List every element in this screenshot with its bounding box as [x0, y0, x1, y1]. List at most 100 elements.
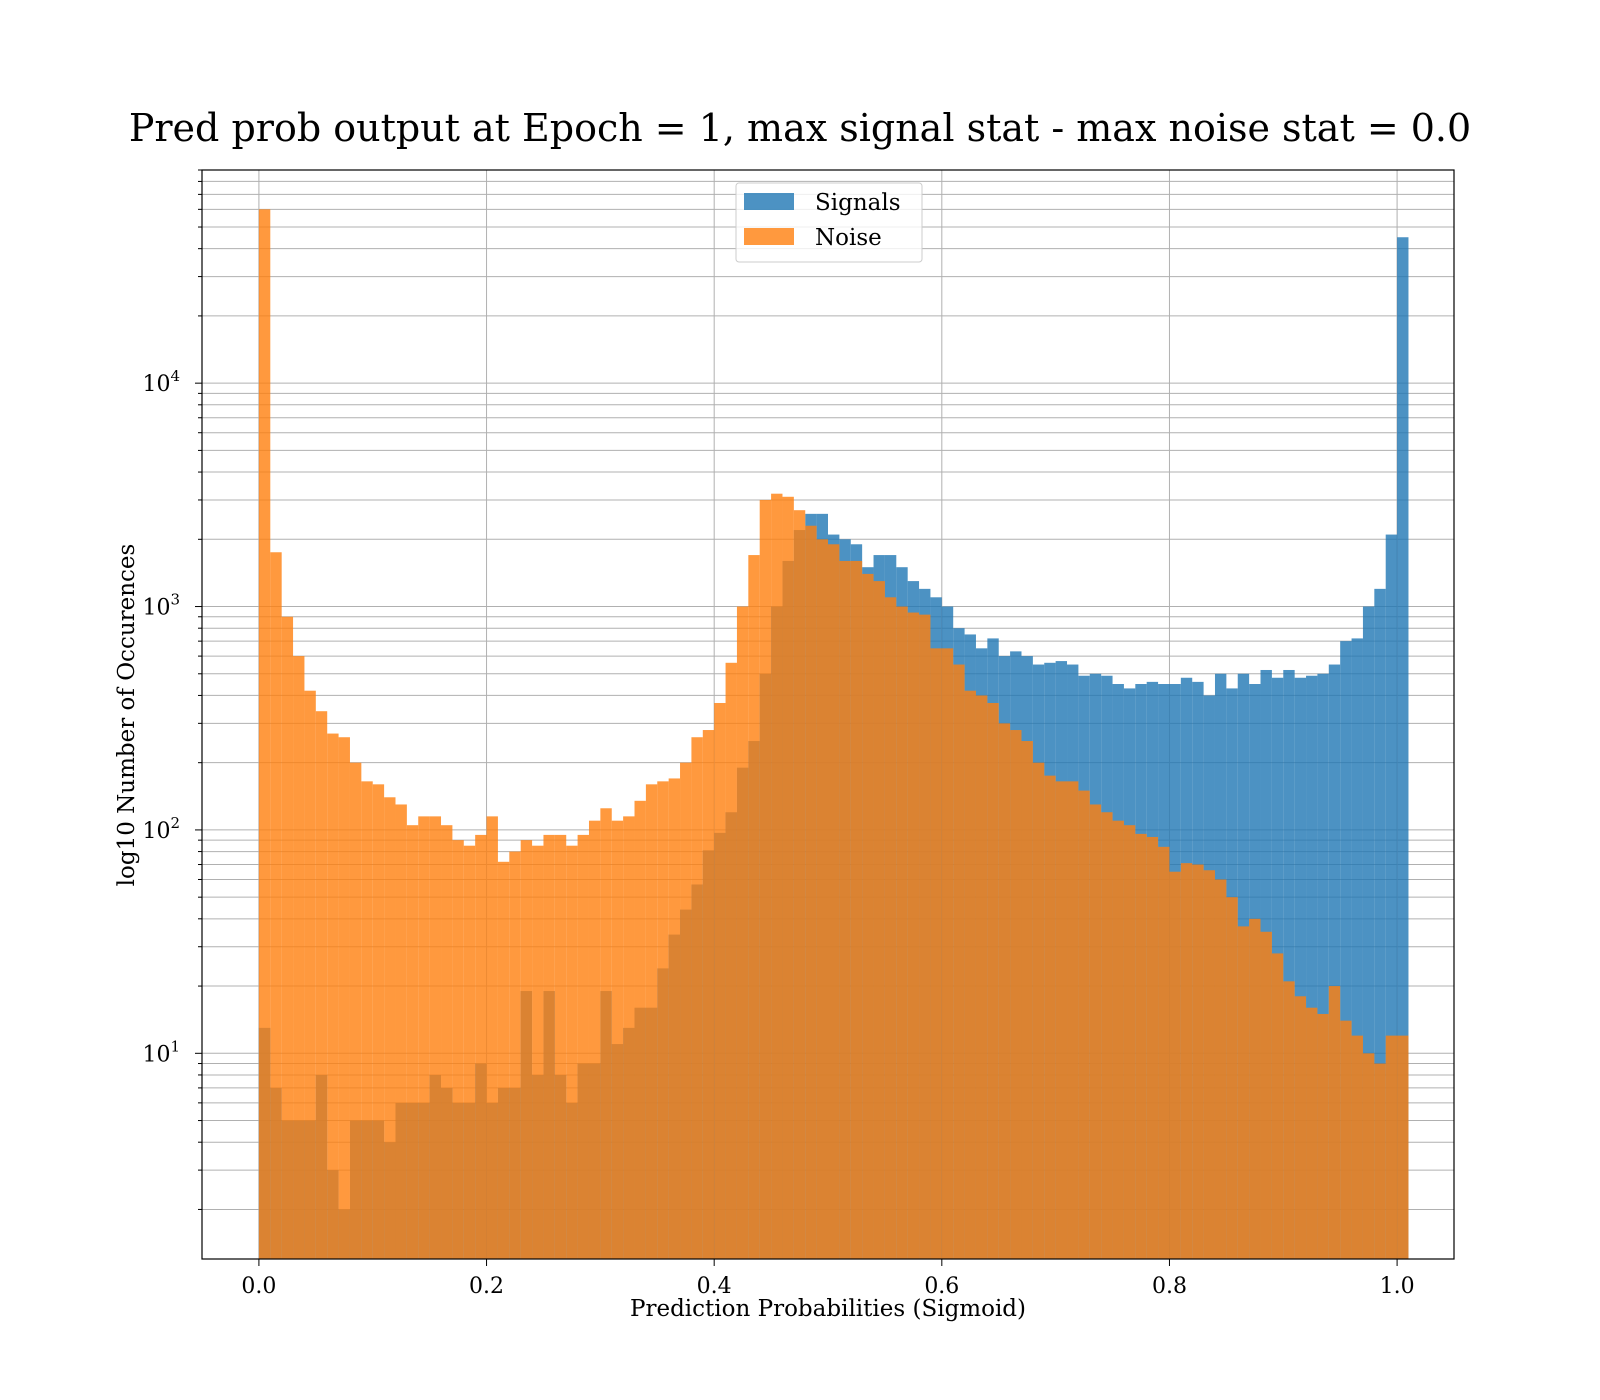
- noise-bar: [1317, 1013, 1329, 1259]
- noise-bar: [406, 825, 419, 1259]
- noise-bar: [759, 499, 772, 1259]
- y-tick-base: 10: [142, 596, 170, 621]
- noise-bar: [532, 845, 544, 1259]
- noise-bar: [1283, 981, 1295, 1259]
- noise-bar: [281, 616, 294, 1259]
- chart-title: Pred prob output at Epoch = 1, max signa…: [129, 106, 1471, 150]
- noise-bar: [543, 834, 555, 1259]
- noise-bar: [736, 606, 749, 1259]
- noise-bar: [1192, 864, 1204, 1259]
- y-axis-label: log10 Number of Occurences: [114, 544, 140, 887]
- noise-bar: [384, 797, 396, 1259]
- noise-bar: [1226, 897, 1238, 1259]
- noise-bar: [1180, 863, 1193, 1259]
- noise-bar: [1089, 804, 1102, 1259]
- signals-bar: [1374, 588, 1386, 1259]
- legend-swatch-noise: [744, 228, 794, 245]
- noise-bar: [1123, 825, 1136, 1259]
- noise-bar: [771, 493, 783, 1259]
- noise-bar: [1340, 1020, 1352, 1259]
- noise-bar: [702, 730, 715, 1259]
- signals-bar: [1306, 675, 1318, 1259]
- signals-bar: [1328, 664, 1341, 1259]
- noise-bar: [1249, 918, 1261, 1259]
- y-tick-exponent: 4: [170, 367, 180, 385]
- noise-bar: [520, 840, 533, 1259]
- noise-bar: [1203, 870, 1215, 1259]
- noise-bar: [554, 834, 567, 1259]
- x-tick-label: 0.2: [469, 1274, 504, 1299]
- y-tick-exponent: 2: [170, 814, 180, 832]
- noise-bar: [953, 664, 965, 1259]
- noise-bar: [907, 612, 920, 1259]
- noise-bar: [691, 737, 703, 1259]
- noise-bar: [964, 690, 976, 1259]
- signals-bar: [1317, 673, 1329, 1259]
- noise-bar: [839, 560, 851, 1259]
- noise-bar: [1055, 781, 1068, 1259]
- noise-bar: [1067, 781, 1079, 1259]
- noise-bar: [1078, 790, 1090, 1259]
- noise-bar: [1351, 1035, 1363, 1259]
- noise-bar: [793, 510, 806, 1259]
- noise-bar: [327, 733, 339, 1259]
- signals-bar: [1362, 606, 1375, 1259]
- noise-bar: [896, 606, 908, 1259]
- x-tick-label: 0.6: [924, 1274, 959, 1299]
- noise-bar: [657, 781, 669, 1259]
- noise-bar: [1260, 931, 1272, 1259]
- noise-bar: [1158, 846, 1170, 1259]
- noise-bar: [349, 762, 362, 1259]
- noise-bar: [805, 525, 817, 1259]
- noise-bar: [1146, 836, 1159, 1259]
- noise-bar: [611, 820, 624, 1259]
- noise-bar: [566, 845, 578, 1259]
- noise-bar: [1135, 833, 1147, 1259]
- signals-bar: [1283, 669, 1295, 1259]
- noise-bar: [714, 702, 726, 1259]
- noise-bar: [930, 648, 942, 1259]
- noise-bar: [680, 762, 692, 1259]
- signals-bar: [1340, 641, 1352, 1259]
- y-tick-exponent: 1: [170, 1037, 180, 1055]
- noise-bar: [429, 816, 442, 1259]
- bars: [258, 209, 1409, 1260]
- noise-bar: [588, 820, 601, 1259]
- noise-bar: [850, 560, 863, 1259]
- signals-bar: [1294, 677, 1307, 1259]
- x-tick-label: 1.0: [1380, 1274, 1415, 1299]
- noise-bar: [270, 552, 282, 1259]
- noise-bar: [497, 861, 510, 1259]
- legend-label-noise: Noise: [815, 225, 882, 251]
- noise-bar: [919, 614, 931, 1259]
- noise-bar: [372, 784, 385, 1259]
- y-tick-label: 104: [142, 367, 180, 397]
- noise-bar: [1271, 953, 1284, 1259]
- signals-bar: [1385, 534, 1398, 1259]
- x-tick-label: 0.0: [241, 1274, 276, 1299]
- noise-bar: [475, 834, 487, 1259]
- noise-bar: [725, 662, 737, 1259]
- noise-bar: [1328, 986, 1341, 1259]
- noise-bar: [1306, 1007, 1318, 1259]
- noise-bar: [941, 648, 954, 1259]
- noise-bar: [1374, 1063, 1386, 1259]
- noise-bar: [361, 781, 373, 1259]
- noise-bar: [1214, 879, 1227, 1259]
- series-noise: [258, 209, 1409, 1260]
- noise-bar: [293, 656, 305, 1259]
- noise-bar: [1385, 1035, 1398, 1259]
- noise-bar: [258, 209, 271, 1260]
- noise-bar: [304, 690, 316, 1259]
- noise-bar: [1044, 775, 1056, 1259]
- x-axis-label: Prediction Probabilities (Sigmoid): [630, 1296, 1026, 1322]
- noise-bar: [1397, 1035, 1409, 1259]
- noise-bar: [782, 496, 794, 1259]
- noise-bar: [600, 808, 612, 1259]
- noise-bar: [338, 737, 350, 1259]
- noise-bar: [1294, 996, 1307, 1259]
- noise-bar: [315, 711, 328, 1259]
- noise-bar: [862, 573, 874, 1259]
- noise-bar: [577, 834, 589, 1259]
